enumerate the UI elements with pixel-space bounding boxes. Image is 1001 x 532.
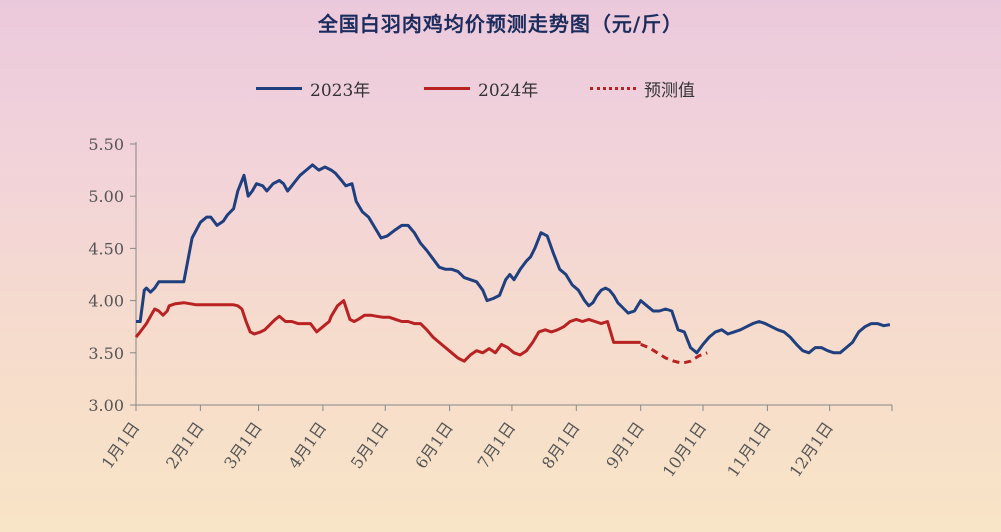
series-line-2023: [136, 163, 891, 355]
x-tick-label: 8月1日: [538, 418, 584, 472]
legend-swatch-forecast: [590, 86, 636, 90]
x-tick-label: 11月1日: [723, 418, 774, 480]
legend-swatch-2024: [424, 86, 470, 90]
x-tick-label: 10月1日: [659, 418, 710, 480]
x-tick-label: 3月1日: [220, 418, 266, 472]
y-tick-label: 4.50: [88, 239, 124, 258]
x-tick-label: 1月1日: [98, 418, 144, 472]
x-tick-label: 7月1日: [474, 418, 520, 472]
x-tick-label: 12月1日: [786, 418, 837, 480]
x-axis: 1月1日 2月1日 3月1日 4月1日 5月1日 6月1日 7月1日 8月1日 9月1日 10月1…: [98, 404, 893, 481]
y-tick-label: 5.50: [88, 135, 124, 154]
legend-item-2024: 2024年: [424, 76, 539, 101]
y-tick-label: 3.00: [88, 396, 124, 415]
legend: 2023年 2024年 预测值: [0, 76, 1001, 101]
series-line-forecast: [640, 343, 708, 365]
legend-item-forecast: 预测值: [590, 76, 695, 101]
legend-label-forecast: 预测值: [644, 80, 695, 101]
legend-label-2024: 2024年: [478, 80, 539, 101]
series-line-2024: [134, 299, 641, 363]
x-tick-label: 6月1日: [411, 418, 457, 472]
y-axis: 3.00 3.50 4.00 4.50 5.00 5.50: [88, 135, 137, 415]
chart-title: 全国白羽肉鸡均价预测走势图（元/斤）: [317, 12, 684, 36]
x-tick-label: 4月1日: [285, 418, 331, 472]
series-layer: [134, 163, 891, 365]
x-tick-label: 2月1日: [162, 418, 208, 472]
x-tick-label: 9月1日: [602, 418, 648, 472]
x-tick-label: 5月1日: [347, 418, 393, 472]
y-tick-label: 4.00: [88, 292, 124, 311]
y-tick-label: 5.00: [88, 187, 124, 206]
legend-label-2023: 2023年: [310, 80, 371, 101]
legend-swatch-2023: [256, 86, 302, 90]
y-tick-label: 3.50: [88, 344, 124, 363]
legend-item-2023: 2023年: [256, 76, 371, 101]
